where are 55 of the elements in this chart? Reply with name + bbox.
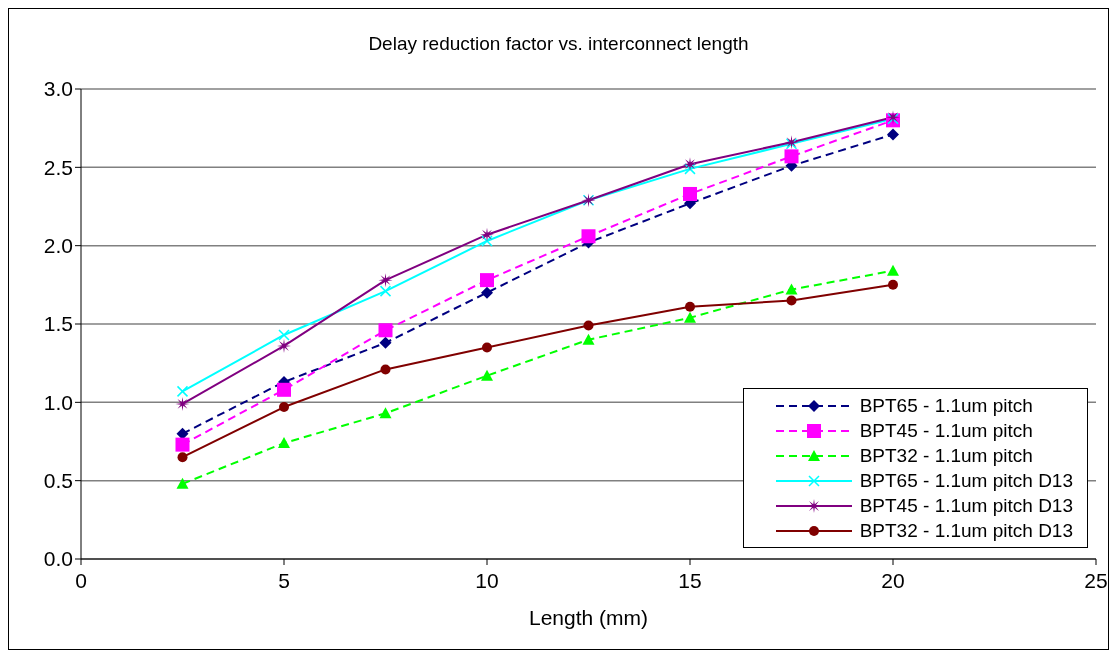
point <box>887 264 899 276</box>
point <box>685 301 695 312</box>
point <box>888 279 898 290</box>
point <box>176 477 189 489</box>
x-tick-label: 15 <box>678 568 702 592</box>
point <box>379 407 392 419</box>
point <box>785 283 798 295</box>
point <box>583 320 594 331</box>
point <box>278 437 290 449</box>
legend-label: BPT45 - 1.1um pitch <box>859 419 1033 442</box>
legend-label: BPT32 - 1.1um pitch D13 <box>859 519 1073 542</box>
point <box>480 273 494 288</box>
point <box>378 323 393 338</box>
x-tick-label: 0 <box>75 568 87 592</box>
point <box>378 273 393 288</box>
legend-label: BPT45 - 1.1um pitch D13 <box>859 494 1073 517</box>
y-tick-label: 0.0 <box>43 547 73 571</box>
x-tick-label: 5 <box>278 568 290 592</box>
point <box>581 229 596 244</box>
point <box>277 338 291 353</box>
chart-title: Delay reduction factor vs. interconnect length <box>367 33 750 55</box>
y-tick-label: 3.0 <box>43 77 73 101</box>
point <box>380 364 391 375</box>
point <box>176 385 189 398</box>
legend-label: BPT32 - 1.1um pitch <box>859 444 1033 467</box>
point <box>582 333 595 345</box>
x-tick-label: 10 <box>475 568 499 592</box>
legend-label: BPT65 - 1.1um pitch <box>859 394 1033 417</box>
point <box>379 336 392 349</box>
point <box>482 342 492 353</box>
point <box>278 329 290 341</box>
point <box>175 437 190 452</box>
y-tick-label: 0.5 <box>43 469 73 493</box>
point <box>684 163 696 175</box>
point <box>177 452 188 463</box>
point <box>481 235 493 247</box>
point <box>175 396 190 411</box>
x-tick-label: 20 <box>881 568 905 592</box>
point <box>784 149 799 164</box>
x-tick-label: 25 <box>1084 568 1108 592</box>
point <box>379 285 392 297</box>
point <box>277 382 291 397</box>
point <box>481 286 493 299</box>
point <box>683 186 697 201</box>
legend-label: BPT65 - 1.1um pitch D13 <box>859 469 1073 492</box>
point <box>684 311 696 323</box>
y-tick-label: 2.0 <box>43 234 73 258</box>
point <box>786 295 797 306</box>
point <box>481 369 493 381</box>
point <box>887 128 899 141</box>
x-axis-title: Length (mm) <box>528 606 649 629</box>
point <box>279 402 289 413</box>
y-tick-label: 1.0 <box>43 390 73 414</box>
y-tick-label: 1.5 <box>43 312 73 336</box>
y-tick-label: 2.5 <box>43 155 73 179</box>
